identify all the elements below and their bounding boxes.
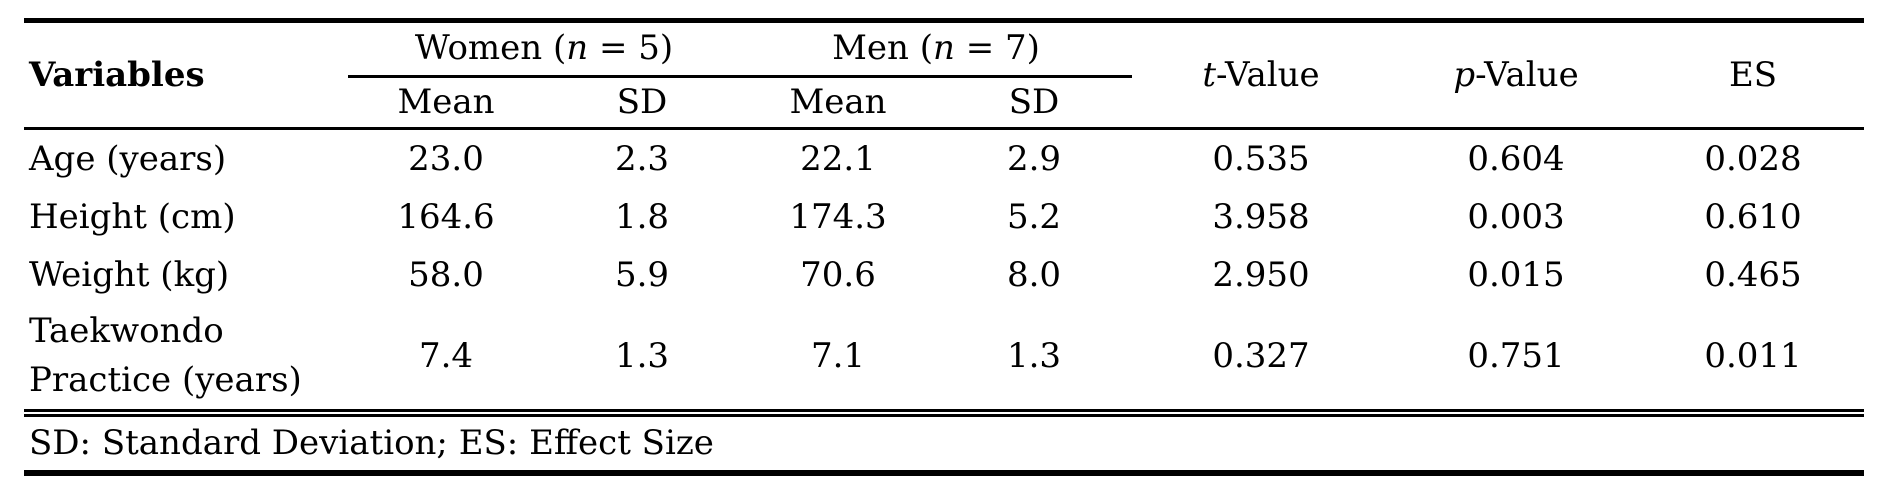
table-cell: 0.011 [1642,303,1865,417]
t-value-column-header: t-Value [1132,20,1391,131]
table-cell: 0.015 [1467,254,1565,295]
row-label: Weight (kg) [24,247,348,304]
p-value-label: -Value [1475,54,1579,95]
table-row-taekwondo-practice: Taekwondo Practice (years) 7.4 1.3 7.1 1.… [24,303,1865,417]
women-n-symbol: n [566,28,589,69]
men-label-pre: Men ( [832,28,934,69]
table-cell: 0.003 [1467,197,1565,238]
table-cell: 0.465 [1704,254,1802,295]
table-cell: 1.3 [544,303,741,417]
group-header-row: Variables Women (n = 5) Men (n = 7) t-Va… [24,20,1865,131]
subheader-row: Mean SD Mean SD [24,76,1864,131]
table-cell: 70.6 [800,254,876,295]
row-label: Height (cm) [24,189,348,247]
table-cell: 5.2 [1006,197,1062,238]
men-label-post: = 7) [954,28,1040,69]
table-cell: 1.3 [936,303,1133,417]
p-value-column-header: p-Value [1390,20,1643,131]
variables-column-header: Variables [24,20,348,131]
table-cell: 58.0 [408,254,484,295]
table-cell: 174.3 [789,197,887,238]
table-cell: 0.028 [1704,138,1802,179]
men-group-header: Men (n = 7) [740,20,1133,78]
men-sd-header: SD [936,76,1133,131]
table-cell: 0.604 [1467,138,1565,179]
row-label: Age (years) [24,129,348,189]
es-label: ES [1728,54,1778,95]
table-cell: 164.6 [397,197,495,238]
table-cell: 2.9 [1006,138,1062,179]
row-label-line: Practice (years) [29,360,302,401]
row-label-line: Taekwondo [29,311,224,351]
t-symbol: t [1202,54,1217,95]
table-cell: 7.1 [740,303,937,417]
footnote-row: SD: Standard Deviation; ES: Effect Size [24,413,1864,473]
women-mean-header: Mean [348,76,544,131]
table-cell: 22.1 [800,138,876,179]
table-cell: 5.9 [614,254,670,295]
p-symbol: p [1453,54,1476,95]
table-cell: 0.751 [1390,303,1643,417]
men-mean-header: Mean [740,76,937,131]
t-value-label: -Value [1216,54,1320,95]
table-cell: 2.950 [1212,254,1310,295]
men-n-symbol: n [933,28,955,69]
participant-characteristics-table: Variables Women (n = 5) Men (n = 7) t-Va… [24,18,1865,476]
table-cell: 3.958 [1212,197,1310,238]
table-row-age: Age (years) 23.0 2.3 22.1 2.9 0.535 0.60… [24,129,1864,189]
table-cell: 0.535 [1212,138,1310,179]
table-cell: 7.4 [348,303,544,417]
table-cell: 0.327 [1132,303,1391,417]
women-label-post: = 5) [588,28,674,69]
row-label-line: Height (cm) [29,197,236,238]
variables-label: Variables [29,54,205,95]
table-cell: 2.3 [614,138,670,179]
women-group-header: Women (n = 5) [348,20,741,78]
table-cell: 8.0 [1006,254,1062,295]
table-cell: 0.610 [1704,197,1802,238]
table-row-weight: Weight (kg) 58.0 5.9 70.6 8.0 2.950 0.01… [24,247,1864,304]
row-label-line: Weight (kg) [29,254,230,295]
row-label: Taekwondo Practice (years) [24,303,348,417]
table-row-height: Height (cm) 164.6 1.8 174.3 5.2 3.958 0.… [24,189,1864,247]
table-cell: 1.8 [614,197,670,238]
es-column-header: ES [1642,20,1865,131]
table-cell: 23.0 [408,138,484,179]
table-footnote: SD: Standard Deviation; ES: Effect Size [29,422,714,463]
women-label-pre: Women ( [414,28,567,69]
women-sd-header: SD [544,76,741,131]
row-label-line: Age (years) [29,138,227,179]
